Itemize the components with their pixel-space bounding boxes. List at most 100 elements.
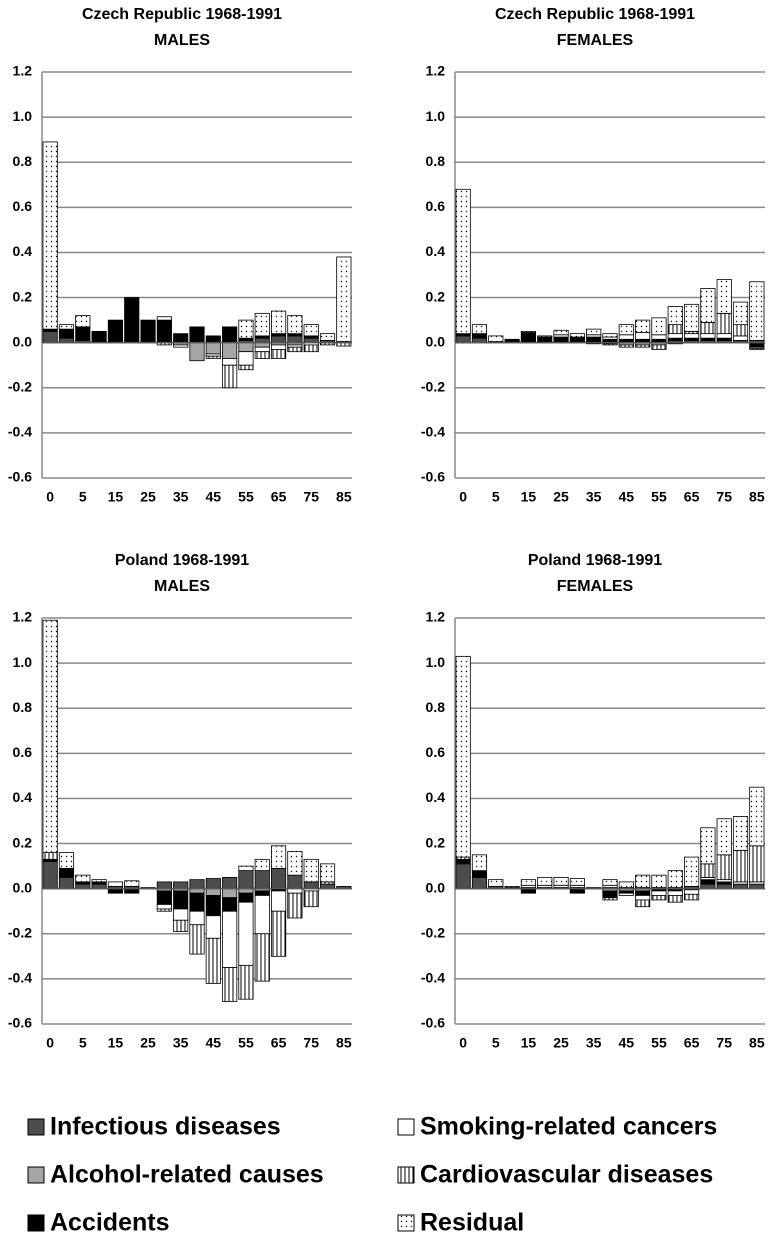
- bar-segment: [189, 924, 205, 955]
- bar-segment: [651, 317, 667, 336]
- bar-segment: [173, 890, 189, 910]
- bar-segment: [455, 858, 471, 865]
- bar-segment: [58, 328, 75, 339]
- bar-segment: [667, 895, 683, 903]
- y-tick-label: 0.8: [426, 699, 446, 715]
- bar-segment: [107, 881, 123, 887]
- bar-segment: [156, 881, 172, 890]
- bar-segment: [58, 852, 75, 869]
- bar-segment: [651, 334, 667, 340]
- x-tick-label: 75: [716, 489, 732, 505]
- x-tick-label: 25: [553, 489, 569, 505]
- bar-segment: [189, 892, 205, 912]
- bar-segment: [455, 188, 471, 335]
- bar-segment: [537, 876, 553, 886]
- bar-segment: [254, 895, 270, 935]
- bar-segment: [254, 858, 270, 872]
- x-tick-label: 85: [749, 489, 765, 505]
- bar-segment: [569, 336, 585, 342]
- bar-segment: [569, 333, 585, 338]
- bar-segment: [749, 845, 765, 883]
- y-tick-label: 0.8: [13, 699, 33, 715]
- x-tick-label: 65: [684, 489, 700, 505]
- bar-segment: [287, 315, 303, 335]
- bar-segment: [173, 333, 189, 344]
- bar-segment: [635, 344, 651, 348]
- bar-segment: [238, 870, 254, 890]
- x-tick-label: 55: [238, 1035, 254, 1051]
- bar-segment: [303, 344, 319, 353]
- bar-segment: [107, 319, 123, 344]
- bar-segment: [156, 904, 172, 910]
- bar-segment: [303, 858, 319, 883]
- bar-segment: [569, 878, 585, 886]
- bar-segment: [635, 874, 651, 888]
- x-tick-label: 0: [46, 489, 54, 505]
- bar-segment: [455, 863, 471, 890]
- y-tick-label: 0.2: [13, 288, 33, 304]
- bar-segment: [635, 899, 651, 908]
- y-tick-label: 1.2: [13, 63, 33, 79]
- bar-segment: [222, 967, 238, 1002]
- bar-segment: [287, 892, 303, 919]
- bar-segment: [537, 335, 553, 338]
- bar-segment: [667, 306, 683, 326]
- y-tick-label: 0.6: [13, 198, 33, 214]
- bar-segment: [336, 256, 352, 342]
- legend-swatch: [27, 1214, 45, 1232]
- bar-segment: [173, 908, 189, 921]
- legend-label: Cardiovascular diseases: [420, 1161, 713, 1189]
- x-tick-label: 85: [749, 1035, 765, 1051]
- bar-segment: [651, 895, 667, 901]
- x-tick-label: 35: [586, 1035, 602, 1051]
- bar-segment: [270, 890, 287, 912]
- y-tick-label: 0.8: [13, 153, 33, 169]
- bar-segment: [520, 879, 537, 886]
- y-tick-label: -0.4: [421, 424, 445, 440]
- y-tick-label: 0.4: [13, 789, 33, 805]
- bar-segment: [732, 335, 749, 341]
- x-tick-label: 85: [336, 489, 352, 505]
- x-tick-label: 55: [238, 489, 254, 505]
- bar-segment: [700, 879, 716, 885]
- x-tick-label: 35: [586, 489, 602, 505]
- bar-segment: [700, 321, 716, 335]
- bar-segment: [91, 330, 107, 342]
- bar-segment: [667, 890, 683, 896]
- bar-segment: [667, 870, 683, 888]
- bar-segment: [537, 336, 553, 342]
- bar-segment: [156, 319, 172, 344]
- chart-title: Czech Republic 1968-1991: [495, 6, 695, 23]
- bar-segment: [205, 915, 221, 939]
- x-tick-label: 5: [492, 489, 500, 505]
- y-tick-label: -0.2: [421, 378, 445, 394]
- bar-segment: [287, 851, 303, 876]
- bar-segment: [455, 335, 471, 344]
- bar-segment: [189, 342, 205, 362]
- bar-segment: [732, 324, 749, 337]
- y-tick-label: 0.0: [13, 879, 33, 895]
- bar-segment: [270, 310, 287, 335]
- bar-segment: [471, 876, 488, 890]
- bar-segment: [238, 319, 254, 339]
- bar-segment: [254, 890, 270, 896]
- bar-segment: [205, 895, 221, 917]
- bar-segment: [716, 312, 732, 335]
- bar-segment: [222, 888, 238, 899]
- y-tick-label: 1.0: [13, 654, 33, 670]
- bar-segment: [254, 870, 270, 890]
- x-tick-label: 45: [206, 1035, 222, 1051]
- bar-segment: [270, 845, 287, 869]
- x-tick-label: 75: [716, 1035, 732, 1051]
- bar-segment: [635, 332, 651, 340]
- bar-segment: [238, 364, 254, 371]
- x-tick-label: 55: [651, 489, 667, 505]
- bar-segment: [156, 316, 172, 321]
- bar-segment: [222, 342, 238, 359]
- x-tick-label: 15: [521, 1035, 537, 1051]
- bar-segment: [124, 880, 140, 887]
- bar-segment: [173, 881, 189, 890]
- y-tick-label: 0.2: [426, 288, 446, 304]
- bar-segment: [238, 342, 254, 353]
